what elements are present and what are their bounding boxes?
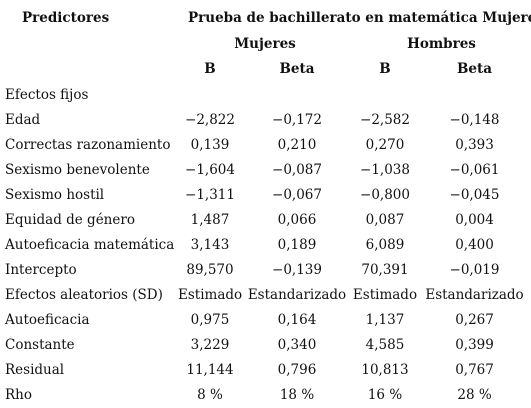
cell-b-hombres: −2,582 (360, 111, 410, 128)
main-title-header: Prueba de bachillerato en matemática Muj… (188, 9, 531, 26)
cell-beta-hombres: 0,399 (455, 336, 494, 353)
row-label: Residual (5, 361, 65, 378)
cell-b-hombres: −1,038 (360, 161, 410, 178)
row-label: Efectos aleatorios (SD) (5, 286, 163, 303)
cell-beta-hombres: 0,400 (455, 236, 494, 253)
group-header-hombres: Hombres (407, 35, 476, 52)
group-header-mujeres: Mujeres (234, 35, 296, 52)
cell-beta-mujeres: 0,066 (277, 211, 317, 228)
table-row: Constante 3,229 0,340 4,585 0,399 (0, 332, 531, 357)
table-row: Rho 8 % 18 % 16 % 28 % (0, 382, 531, 407)
row-label: Sexismo benevolente (5, 161, 150, 178)
cell-beta-hombres: −0,148 (449, 111, 500, 128)
cell-b-hombres: Estimado (352, 286, 418, 303)
cell-beta-mujeres: 0,189 (277, 236, 317, 253)
table-row: Sexismo benevolente −1,604 −0,087 −1,038… (0, 157, 531, 182)
row-label: Rho (5, 386, 32, 403)
table-row: Correctas razonamiento 0,139 0,210 0,270… (0, 132, 531, 157)
column-header-beta-hombres: Beta (457, 61, 492, 77)
row-label: Sexismo hostil (5, 186, 105, 203)
cell-b-mujeres: Estimado (178, 286, 242, 303)
cell-beta-hombres: −0,045 (449, 186, 500, 203)
cell-beta-mujeres: −0,172 (272, 111, 322, 128)
table-row: Edad −2,822 −0,172 −2,582 −0,148 (0, 107, 531, 132)
cell-b-hombres: 16 % (367, 386, 403, 403)
cell-beta-mujeres: Estandarizado (247, 286, 347, 303)
row-label: Correctas razonamiento (5, 136, 171, 153)
cell-b-hombres: 1,137 (365, 311, 405, 328)
cell-b-hombres (352, 82, 418, 107)
cell-b-mujeres: 89,570 (186, 261, 234, 278)
table-row: Efectos aleatorios (SD) Estimado Estanda… (0, 282, 531, 307)
cell-b-mujeres: 1,487 (190, 211, 230, 228)
cell-b-mujeres: 0,975 (190, 311, 230, 328)
table-row: Residual 11,144 0,796 10,813 0,767 (0, 357, 531, 382)
cell-b-mujeres: 3,229 (190, 336, 230, 353)
table-row: Autoeficacia matemática 3,143 0,189 6,08… (0, 232, 531, 257)
cell-b-mujeres: 11,144 (186, 361, 234, 378)
header-row-title: Predictores Prueba de bachillerato en ma… (0, 4, 531, 31)
table-row: Efectos fijos (0, 82, 531, 107)
cell-b-hombres: 70,391 (361, 261, 409, 278)
table-row: Intercepto 89,570 −0,139 70,391 −0,019 (0, 257, 531, 282)
column-header-b-hombres: B (379, 61, 391, 77)
cell-beta-hombres (418, 82, 531, 107)
cell-b-mujeres: 8 % (197, 386, 223, 403)
row-label: Equidad de género (5, 211, 135, 228)
cell-beta-mujeres: −0,087 (272, 161, 322, 178)
cell-b-hombres: 10,813 (361, 361, 409, 378)
cell-beta-hombres: 0,267 (455, 311, 494, 328)
cell-beta-hombres: 28 % (457, 386, 492, 403)
predictors-header: Predictores (22, 9, 110, 26)
row-label: Autoeficacia matemática (5, 236, 175, 253)
row-label: Constante (5, 336, 75, 353)
cell-beta-mujeres: 0,210 (277, 136, 317, 153)
table-row: Sexismo hostil −1,311 −0,067 −0,800 −0,0… (0, 182, 531, 207)
cell-b-mujeres: −1,311 (185, 186, 235, 203)
row-label: Edad (5, 111, 41, 128)
cell-beta-hombres: −0,019 (449, 261, 500, 278)
empty-header-cell (0, 31, 178, 56)
header-row-groups: Mujeres Hombres (0, 31, 531, 56)
cell-b-mujeres: −1,604 (185, 161, 235, 178)
cell-beta-mujeres (242, 82, 352, 107)
cell-beta-mujeres: 0,340 (277, 336, 317, 353)
empty-header-cell (0, 56, 178, 82)
cell-b-mujeres: −2,822 (185, 111, 235, 128)
column-header-beta-mujeres: Beta (279, 61, 315, 77)
cell-b-mujeres: 3,143 (190, 236, 230, 253)
cell-b-hombres: 0,087 (365, 211, 405, 228)
cell-beta-hombres: 0,393 (455, 136, 494, 153)
cell-beta-hombres: −0,061 (449, 161, 500, 178)
row-label: Autoeficacia (5, 311, 90, 328)
cell-beta-mujeres: −0,139 (272, 261, 322, 278)
cell-beta-mujeres: 0,164 (277, 311, 317, 328)
cell-b-hombres: −0,800 (360, 186, 410, 203)
cell-beta-hombres: 0,767 (455, 361, 494, 378)
table-row: Equidad de género 1,487 0,066 0,087 0,00… (0, 207, 531, 232)
table-row: Autoeficacia 0,975 0,164 1,137 0,267 (0, 307, 531, 332)
cell-beta-hombres: Estandarizado (425, 286, 524, 303)
cell-beta-mujeres: 18 % (279, 386, 315, 403)
cell-b-mujeres (178, 82, 242, 107)
cell-beta-mujeres: −0,067 (272, 186, 322, 203)
cell-b-hombres: 6,089 (365, 236, 405, 253)
cell-b-mujeres: 0,139 (190, 136, 230, 153)
cell-b-hombres: 4,585 (365, 336, 405, 353)
cell-b-hombres: 0,270 (365, 136, 405, 153)
cell-beta-hombres: 0,004 (455, 211, 494, 228)
row-label: Intercepto (5, 261, 77, 278)
row-label: Efectos fijos (5, 86, 89, 103)
header-row-columns: B Beta B Beta (0, 56, 531, 82)
column-header-b-mujeres: B (204, 61, 216, 77)
cell-beta-mujeres: 0,796 (277, 361, 317, 378)
regression-results-table: Predictores Prueba de bachillerato en ma… (0, 4, 531, 407)
